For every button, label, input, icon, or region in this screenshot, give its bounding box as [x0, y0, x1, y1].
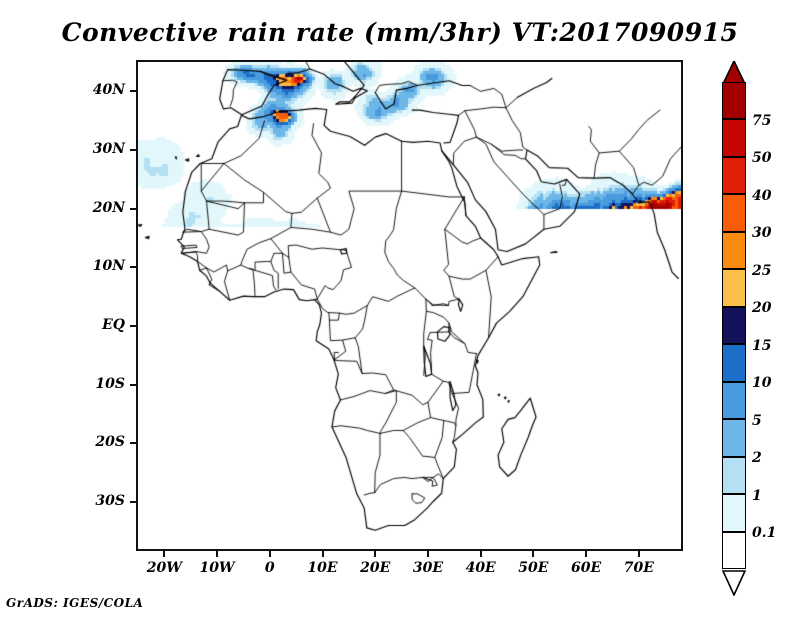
y-axis-label: EQ: [102, 317, 125, 334]
x-axis-tick: [479, 551, 482, 557]
y-axis-label: 20S: [95, 434, 125, 451]
footer-credit: GrADS: IGES/COLA: [6, 596, 144, 610]
colorbar-swatch: [722, 381, 746, 419]
map-plot-area: [136, 60, 683, 551]
x-axis-tick: [637, 551, 640, 557]
y-axis-tick: [130, 325, 136, 328]
colorbar-swatch: [722, 231, 746, 269]
colorbar-swatch: [722, 531, 746, 569]
x-axis-tick: [374, 551, 377, 557]
page-title: Convective rain rate (mm/3hr) VT:2017090…: [61, 18, 739, 47]
x-axis-label: 10E: [307, 560, 338, 576]
y-axis-label: 40N: [92, 82, 125, 99]
colorbar-tick-label: 40: [752, 187, 772, 204]
colorbar-swatch: [722, 269, 746, 307]
colorbar-swatch: [722, 456, 746, 494]
y-axis-tick: [130, 442, 136, 445]
colorbar-tick-label: 75: [752, 112, 772, 129]
colorbar-tick-label: 2: [752, 450, 762, 466]
y-axis-tick: [130, 207, 136, 210]
x-axis-label: 0: [264, 560, 275, 576]
x-axis-tick: [321, 551, 324, 557]
colorbar-tick-label: 15: [752, 337, 772, 354]
colorbar-tick-label: 20: [752, 300, 772, 316]
x-axis-tick: [163, 551, 166, 557]
x-axis-tick: [268, 551, 271, 557]
x-axis-label: 50E: [518, 560, 549, 576]
y-axis-tick: [130, 266, 136, 269]
x-axis-tick: [216, 551, 219, 557]
y-axis-tick: [130, 383, 136, 386]
colorbar-tick-label: 25: [752, 262, 772, 279]
x-axis-label: 20W: [146, 560, 182, 576]
precipitation-heatmap-canvas: [138, 62, 681, 549]
y-axis-tick: [130, 90, 136, 93]
colorbar-tick-label: 5: [752, 412, 762, 429]
y-axis-label: 10S: [95, 375, 125, 392]
x-axis-label: 40E: [465, 560, 496, 576]
y-axis-label: 20N: [92, 199, 125, 216]
colorbar-tick-label: 30: [752, 225, 772, 241]
y-axis-tick: [130, 501, 136, 504]
colorbar-swatch: [722, 194, 746, 232]
colorbar-swatch: [722, 119, 746, 157]
colorbar-tick-label: 0.1: [752, 525, 777, 541]
colorbar-swatch: [722, 419, 746, 457]
colorbar-tick-label: 1: [752, 487, 762, 504]
colorbar-tick-label: 10: [752, 375, 772, 391]
x-axis-tick: [532, 551, 535, 557]
x-axis-label: 30E: [412, 560, 444, 576]
y-axis-label: 30S: [95, 493, 125, 510]
colorbar-swatch: [722, 81, 746, 119]
y-axis-label: 10N: [92, 258, 125, 275]
colorbar-swatch: [722, 494, 746, 532]
x-axis-label: 10W: [199, 560, 235, 576]
y-axis-tick: [130, 149, 136, 151]
colorbar-swatch: [722, 156, 746, 194]
x-axis-label: 70E: [623, 560, 654, 576]
colorbar-tick-label: 50: [752, 150, 772, 166]
colorbar: 0.1 1 2 5 10 15 20 25 30 40 50 75: [722, 61, 776, 596]
x-axis-label: 20E: [360, 560, 391, 576]
x-axis-label: 60E: [571, 560, 602, 576]
x-axis-tick: [585, 551, 588, 557]
colorbar-swatch: [722, 306, 746, 344]
y-axis-label: 30N: [92, 141, 125, 157]
x-axis-tick: [426, 551, 429, 557]
colorbar-min-arrow: [722, 569, 746, 596]
colorbar-swatch: [722, 344, 746, 382]
